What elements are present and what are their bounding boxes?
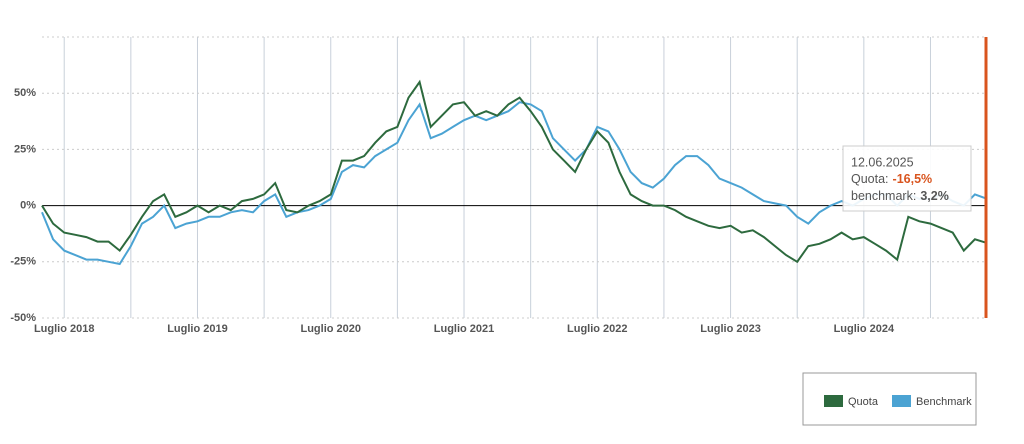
x-tick-label: Luglio 2019 [167,323,228,335]
x-tick-label: Luglio 2021 [434,323,495,335]
y-tick-label: -25% [10,256,36,268]
tooltip-quota: Quota: -16,5% [851,172,932,186]
y-tick-label: 25% [14,143,36,155]
tooltip-date: 12.06.2025 [851,155,914,169]
y-tick-label: 0% [20,200,36,212]
x-tick-label: Luglio 2024 [834,323,895,335]
series-line [41,101,987,266]
tooltip-box [842,145,972,212]
tooltip-value: 3,2% [920,189,949,203]
tooltip-value: -16,5% [893,172,933,186]
y-tick-label: -50% [10,312,36,324]
x-tick-label: Luglio 2023 [700,323,761,335]
series-line [41,79,987,264]
y-tick-label: 50% [14,87,36,99]
x-tick-label: Luglio 2020 [300,323,361,335]
legend-swatch [824,395,843,407]
tooltip-label: Quota: [851,172,889,186]
legend-label: Benchmark [916,396,972,408]
legend-swatch [892,395,911,407]
x-tick-label: Luglio 2018 [34,323,95,335]
tooltip-label: benchmark: [851,189,916,203]
tooltip-benchmark: benchmark: 3,2% [851,189,949,203]
x-tick-label: Luglio 2022 [567,323,628,335]
legend-label: Quota [848,396,879,408]
